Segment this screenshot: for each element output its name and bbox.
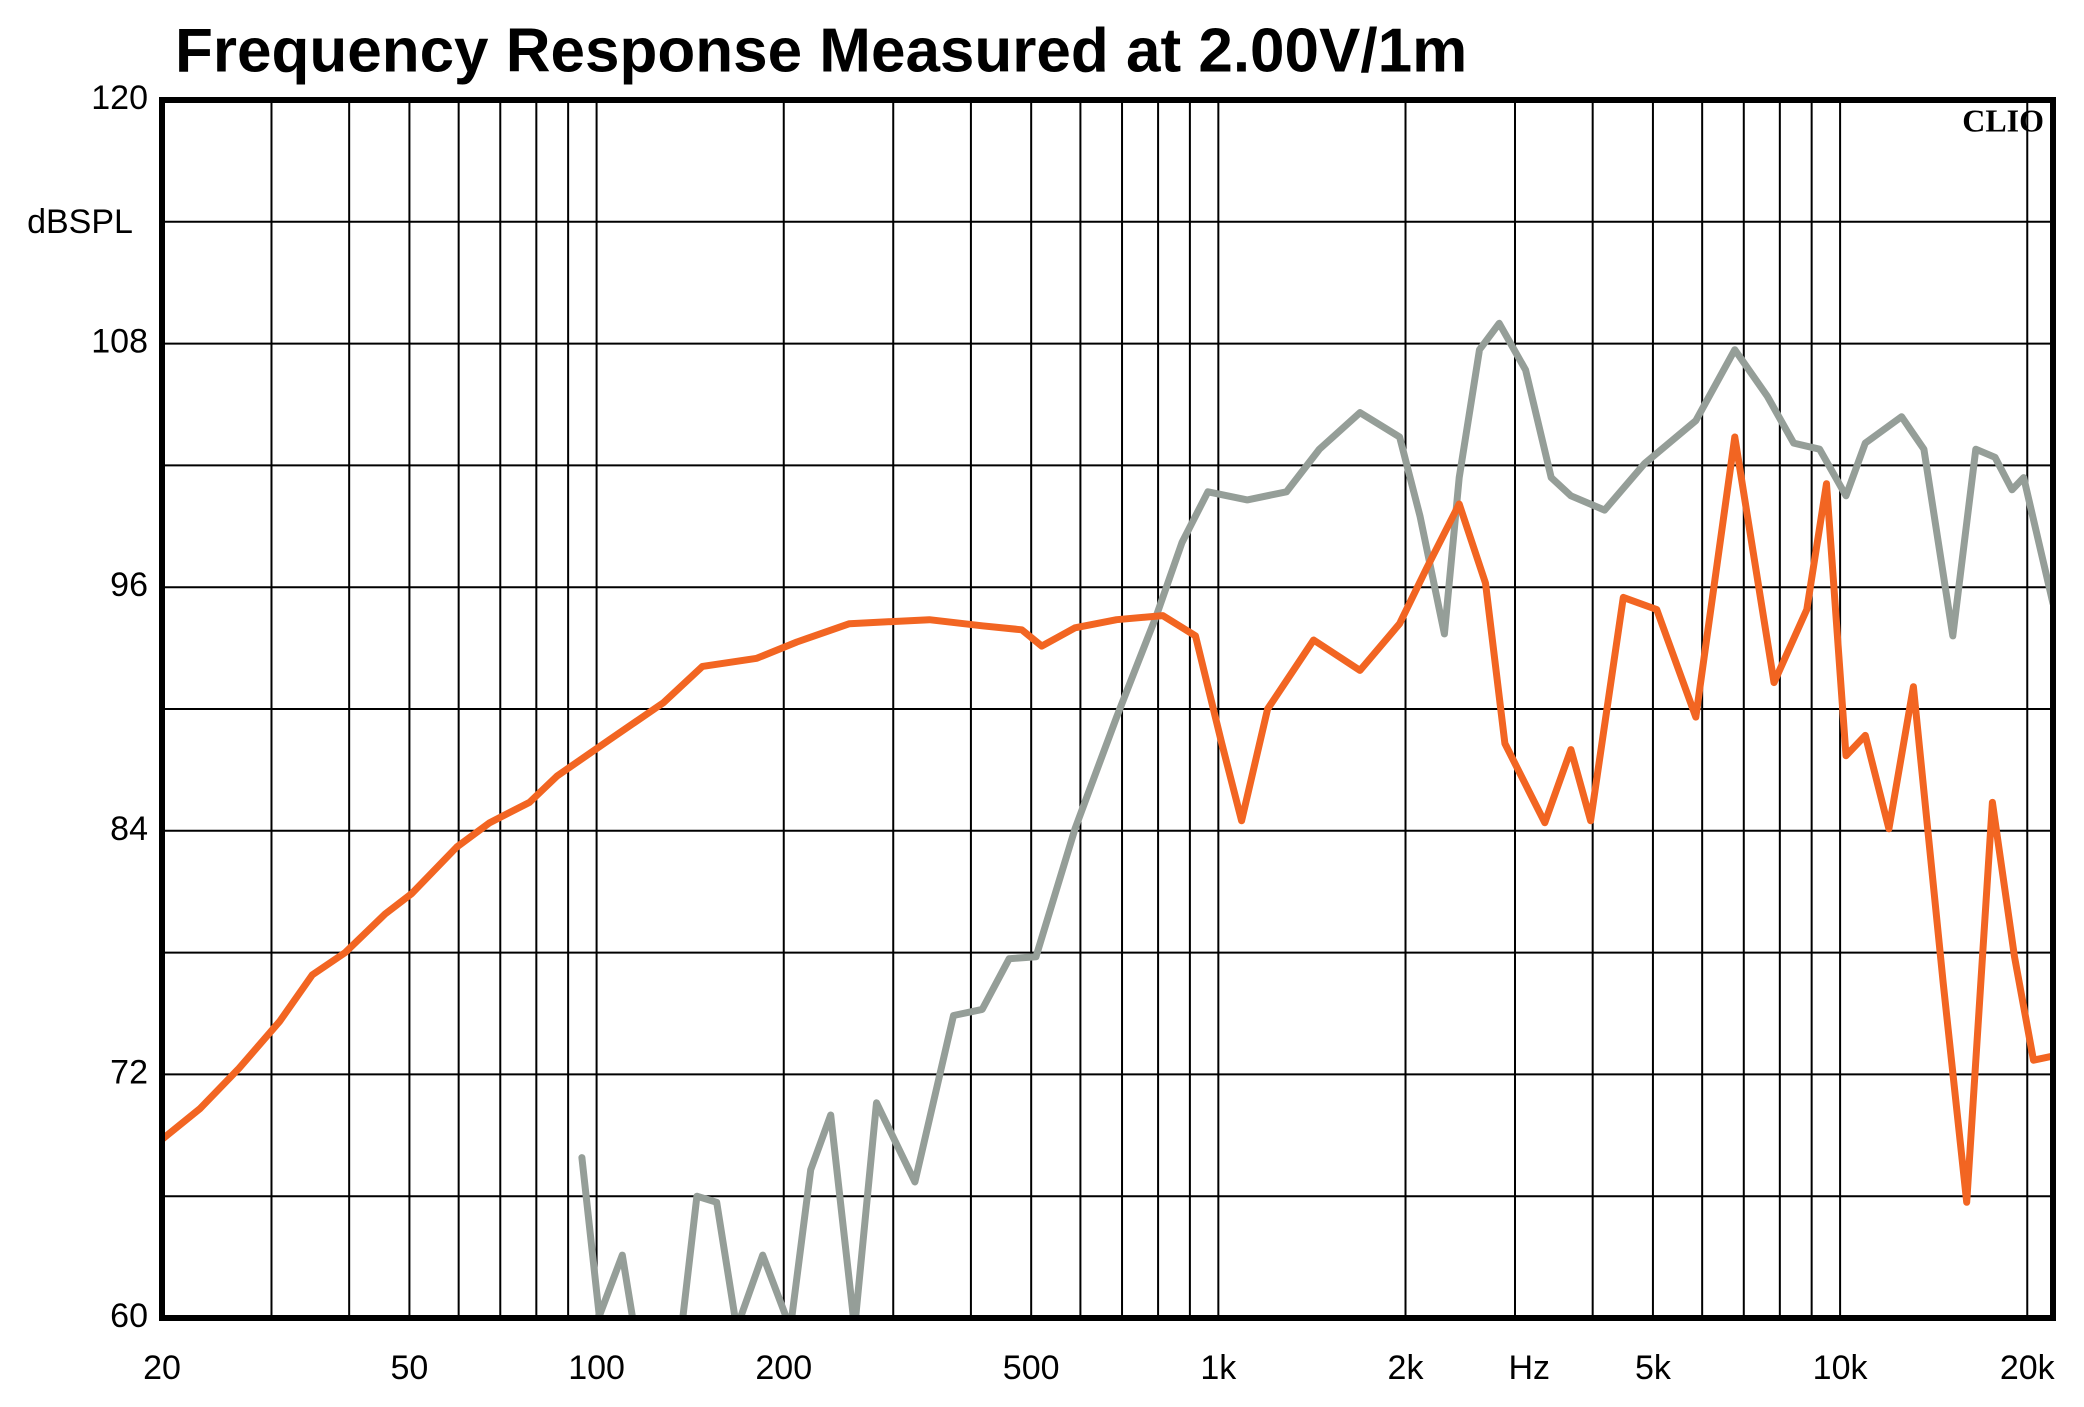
- grid: [161, 99, 2053, 1319]
- y-axis-label: dBSPL: [27, 203, 133, 241]
- y-tick-label: 96: [110, 566, 148, 604]
- y-tick-label: 108: [91, 323, 148, 361]
- y-tick-label: 84: [110, 810, 148, 848]
- y-tick-label: 120: [91, 79, 148, 117]
- y-tick-label: 60: [110, 1297, 148, 1335]
- x-tick-label: 200: [755, 1349, 812, 1387]
- x-tick-label: 2k: [1388, 1349, 1425, 1387]
- data-line: [162, 433, 2053, 1206]
- x-tick-label: 50: [391, 1349, 429, 1387]
- axis-labels: 60 72 84 96 108 120 20 50 100 200 500 1k 2k 5k 10k 20k H…: [91, 79, 2055, 1387]
- x-tick-label: 20: [143, 1349, 181, 1387]
- plot-area: [162, 319, 2053, 1318]
- chart-title: Frequency Response Measured at 2.00V/1m: [175, 16, 1467, 85]
- y-tick-label: 72: [110, 1053, 148, 1091]
- x-tick-label: 20k: [2000, 1349, 2056, 1387]
- plot-frame: [159, 97, 2056, 1321]
- x-tick-label: 100: [568, 1349, 625, 1387]
- x-tick-label: 5k: [1635, 1349, 1672, 1387]
- x-tick-label: 1k: [1200, 1349, 1237, 1387]
- x-tick-label: 10k: [1813, 1349, 1869, 1387]
- data-line: [578, 319, 2053, 1318]
- x-tick-label: 500: [1003, 1349, 1060, 1387]
- annotation: CLIO: [1962, 102, 2044, 138]
- x-axis-label: Hz: [1508, 1349, 1550, 1387]
